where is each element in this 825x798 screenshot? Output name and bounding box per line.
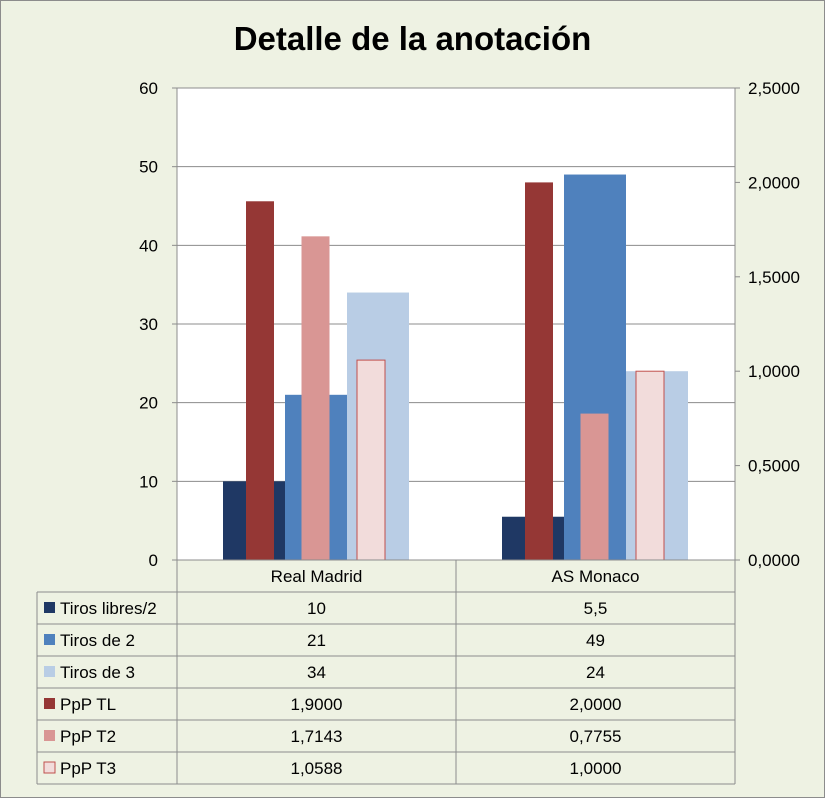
legend-label: PpP T2 (60, 727, 116, 746)
right-axis-tick-label: 1,5000 (748, 268, 800, 287)
legend-label: Tiros de 2 (60, 631, 135, 650)
bar-ppp-t2 (301, 236, 330, 561)
right-axis-tick-label: 2,0000 (748, 173, 800, 192)
left-axis-tick-label: 20 (139, 394, 158, 413)
left-axis-tick-label: 10 (139, 472, 158, 491)
table-data-cell: 1,0000 (570, 759, 622, 778)
left-axis-tick-label: 60 (139, 79, 158, 98)
legend-label: Tiros libres/2 (60, 599, 157, 618)
table-data-cell: 2,0000 (570, 695, 622, 714)
legend-label: PpP TL (60, 695, 116, 714)
bar-ppp-t2 (580, 413, 609, 560)
table-header-cell: Real Madrid (271, 567, 363, 586)
right-axis-tick-label: 2,5000 (748, 79, 800, 98)
table-data-cell: 49 (586, 631, 605, 650)
left-axis-tick-label: 40 (139, 236, 158, 255)
table-data-cell: 1,0588 (291, 759, 343, 778)
chart-title: Detalle de la anotación (233, 20, 592, 57)
legend-swatch (44, 698, 55, 709)
left-axis-tick-label: 30 (139, 315, 158, 334)
table-data-cell: 5,5 (584, 599, 608, 618)
legend-swatch (43, 761, 56, 774)
left-axis-tick-label: 50 (139, 158, 158, 177)
bar-ppp-tl (525, 182, 553, 560)
legend-swatch (44, 730, 55, 741)
table-header-cell: AS Monaco (552, 567, 640, 586)
table-data-cell: 10 (307, 599, 326, 618)
data-table: Real Madrid AS Monaco Tiros libres/2 10 5,5 T… (36, 559, 736, 785)
table-data-cell: 21 (307, 631, 326, 650)
legend-swatch (44, 634, 55, 645)
bar-ppp-t3 (635, 370, 665, 561)
right-axis-tick-label: 0,0000 (748, 551, 800, 570)
legend-label: PpP T3 (60, 759, 116, 778)
right-axis-tick-label: 1,0000 (748, 362, 800, 381)
bar-ppp-t3 (356, 359, 386, 561)
left-axis-tick-label: 0 (149, 551, 158, 570)
plot-area: 0 10 20 30 40 50 60 0,0000 0,5000 1,0000 1,5000 2,0… (139, 79, 800, 570)
legend-swatch (44, 602, 55, 613)
right-axis-tick-label: 0,5000 (748, 457, 800, 476)
bar-ppp-tl (246, 201, 274, 560)
table-data-cell: 1,7143 (291, 727, 343, 746)
table-data-cell: 0,7755 (570, 727, 622, 746)
legend-swatch (44, 666, 55, 677)
table-data-cell: 24 (586, 663, 605, 682)
table-data-cell: 34 (307, 663, 326, 682)
legend-label: Tiros de 3 (60, 663, 135, 682)
table-data-cell: 1,9000 (291, 695, 343, 714)
